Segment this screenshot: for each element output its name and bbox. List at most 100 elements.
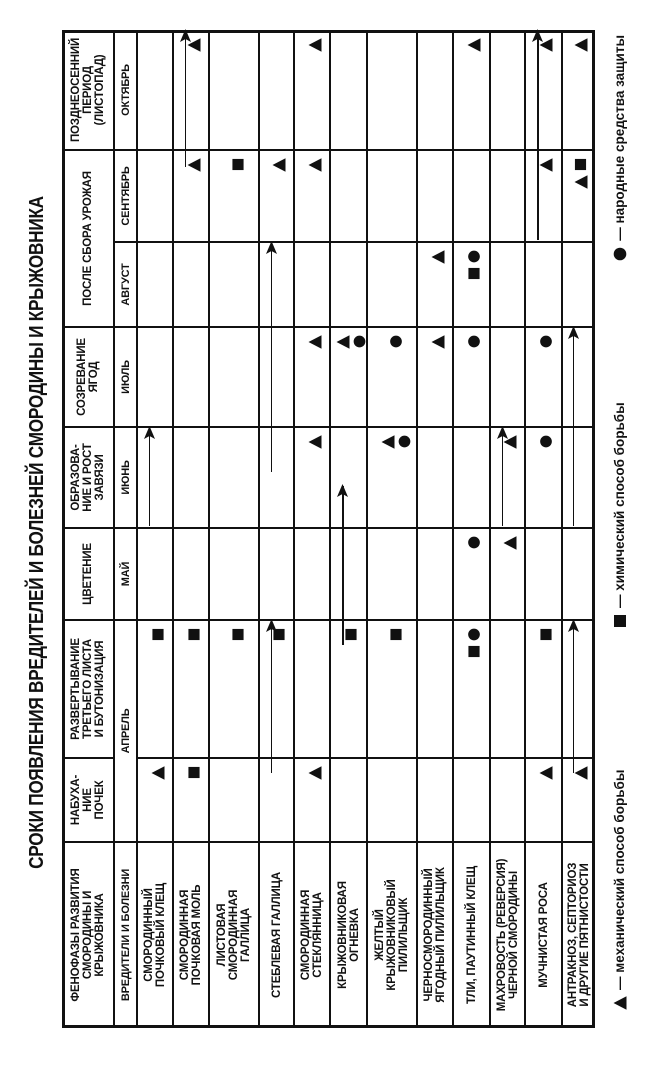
- triangle-icon: [187, 158, 201, 172]
- pest-name: ЛИСТОВАЯ СМОРОДИННАЯ ГАЛЛИЦА: [209, 842, 259, 1028]
- period-arrow: [567, 619, 579, 774]
- table-cell-aug: [490, 242, 525, 327]
- triangle-icon: [503, 435, 517, 449]
- triangle-icon: [272, 158, 286, 172]
- table-cell-bud: [490, 758, 525, 842]
- marker-group: [308, 435, 322, 449]
- marker-group: [467, 38, 481, 52]
- table-cell-oct: [525, 30, 562, 150]
- marker-group: [389, 335, 402, 348]
- marker-group: [540, 335, 553, 348]
- table-cell-bloom: [525, 528, 562, 620]
- phase-header: РАЗВЕРТЫВАНИЕ ТРЕТЬЕГО ЛИСТА И БУТОНИЗАЦ…: [62, 620, 114, 758]
- marker-group: [231, 158, 244, 171]
- table-cell-aug: [137, 242, 173, 327]
- header-phases-title: ФЕНОФАЗЫ РАЗВИТИЯ СМОРОДИНЫ И КРЫЖОВНИКА: [62, 842, 114, 1028]
- table-cell-bud: [137, 758, 173, 842]
- table-cell-bloom: [367, 528, 417, 620]
- table-cell-aug: [367, 242, 417, 327]
- square-icon: [188, 766, 200, 779]
- circle-icon: [613, 247, 626, 261]
- table-cell-jun: [209, 427, 259, 528]
- square-icon: [468, 267, 480, 280]
- table-cell-sep: [173, 150, 209, 242]
- table-cell-leaf: [137, 620, 173, 758]
- arrowhead-icon: [567, 619, 579, 633]
- period-arrow: [532, 29, 544, 241]
- table-cell-jun: [367, 427, 417, 528]
- phase-header: ПОЗДНЕОСЕННИЙ ПЕРИОД (ЛИСТОПАД): [62, 30, 114, 150]
- table-cell-oct: [330, 30, 367, 150]
- marker-group: [468, 536, 481, 549]
- table-cell-leaf: [330, 620, 367, 758]
- period-arrow: [567, 326, 579, 526]
- table-cell-bloom: [173, 528, 209, 620]
- marker-group: [503, 435, 517, 449]
- marker-group: [574, 766, 588, 780]
- table-cell-jul: [137, 327, 173, 427]
- marker-group: [468, 250, 481, 280]
- triangle-icon: [308, 335, 322, 349]
- circle-icon: [540, 335, 553, 348]
- arrowhead-icon: [265, 240, 277, 254]
- legend-item-circle: — народные средства защиты: [612, 35, 627, 261]
- triangle-icon: [308, 158, 322, 172]
- table-cell-bloom: [562, 528, 595, 620]
- table-cell-sep: [562, 150, 595, 242]
- triangle-icon: [308, 435, 322, 449]
- table-cell-jul: [453, 327, 490, 427]
- table-cell-jun: [330, 427, 367, 528]
- table-cell-bloom: [330, 528, 367, 620]
- table-cell-bloom: [137, 528, 173, 620]
- table-cell-bloom: [417, 528, 453, 620]
- table-cell-sep: [330, 150, 367, 242]
- table-cell-jul: [294, 327, 330, 427]
- table-cell-jul: [173, 327, 209, 427]
- legend-item-triangle: — механический способ борьбы: [612, 770, 627, 1010]
- table-cell-aug: [259, 242, 294, 327]
- table-cell-aug: [453, 242, 490, 327]
- circle-icon: [468, 250, 481, 263]
- table-cell-bloom: [453, 528, 490, 620]
- marker-group: [272, 158, 286, 172]
- marker-group: [503, 536, 517, 550]
- table-cell-jun: [562, 427, 595, 528]
- table-cell-jun: [417, 427, 453, 528]
- triangle-icon: [503, 536, 517, 550]
- marker-group: [308, 38, 322, 52]
- table-cell-leaf: [417, 620, 453, 758]
- marker-group: [539, 766, 553, 780]
- square-icon: [273, 628, 285, 641]
- triangle-icon: [336, 335, 350, 349]
- triangle-icon: [574, 38, 588, 52]
- table-cell-bud: [562, 758, 595, 842]
- table-cell-sep: [417, 150, 453, 242]
- month-header: СЕНТЯБРЬ: [114, 150, 137, 242]
- table-cell-jun: [525, 427, 562, 528]
- arrowhead-icon: [179, 29, 191, 43]
- table-cell-aug: [417, 242, 453, 327]
- pest-name: ЖЕЛТЫЙ КРЫЖОВНИКОВЫЙ ПИЛИЛЬЩИК: [367, 842, 417, 1028]
- circle-icon: [353, 336, 366, 348]
- table-cell-aug: [173, 242, 209, 327]
- table-cell-sep: [367, 150, 417, 242]
- circle-icon: [468, 335, 481, 348]
- triangle-icon: [308, 38, 322, 52]
- marker-group: [431, 250, 445, 264]
- table-cell-bloom: [259, 528, 294, 620]
- table-cell-sep: [490, 150, 525, 242]
- square-icon: [575, 158, 587, 171]
- table-cell-oct: [294, 30, 330, 150]
- period-arrow: [337, 483, 349, 645]
- square-icon: [540, 628, 552, 641]
- table-cell-leaf: [367, 620, 417, 758]
- table-cell-bloom: [294, 528, 330, 620]
- period-arrow: [496, 426, 508, 526]
- table-cell-oct: [453, 30, 490, 150]
- phase-header: СОЗРЕВАНИЕ ЯГОД: [62, 327, 114, 427]
- marker-group: [539, 38, 553, 52]
- marker-group: [389, 628, 402, 641]
- phase-header: ПОСЛЕ СБОРА УРОЖАЯ: [62, 150, 114, 327]
- table-cell-jun: [294, 427, 330, 528]
